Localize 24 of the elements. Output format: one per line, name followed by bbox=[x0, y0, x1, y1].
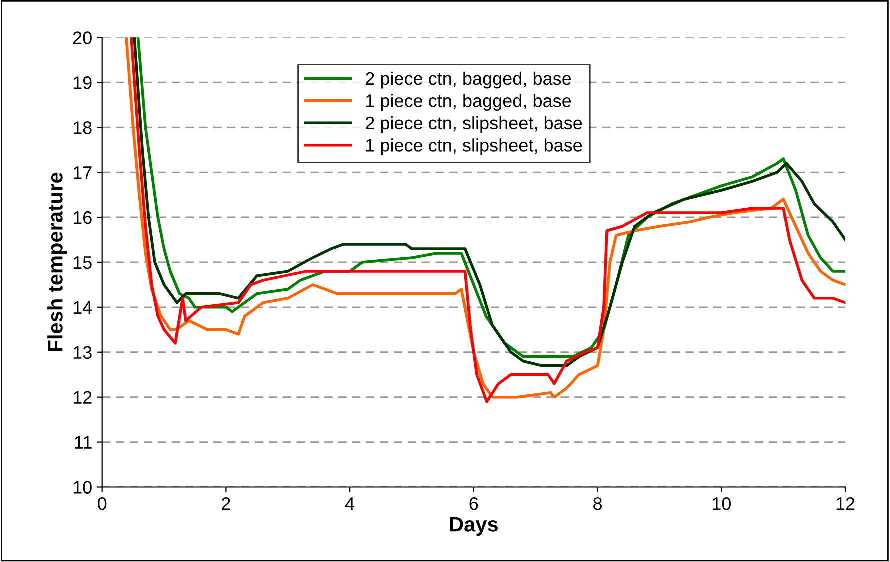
x-tick-label: 12 bbox=[836, 497, 855, 510]
y-tick-label: 10 bbox=[74, 481, 92, 494]
y-tick-label: 14 bbox=[74, 302, 92, 314]
y-tick-label: 17 bbox=[74, 166, 92, 180]
y-tick-label: 11 bbox=[75, 436, 92, 449]
legend-label: 1 piece ctn, slipsheet, base bbox=[366, 138, 582, 156]
y-tick-label: 20 bbox=[73, 32, 92, 44]
y-tick-label: 19 bbox=[74, 76, 92, 90]
x-tick-label: 10 bbox=[712, 497, 731, 510]
legend-label: 2 piece ctn, bagged, base bbox=[366, 72, 572, 89]
y-tick-label: 12 bbox=[74, 391, 92, 404]
legend-label: 2 piece ctn, slipsheet, base bbox=[366, 116, 582, 134]
y-tick-label: 16 bbox=[74, 211, 92, 224]
legend-label: 1 piece ctn, bagged, base bbox=[366, 94, 572, 111]
y-axis-title: Flesh temperature bbox=[48, 172, 67, 352]
x-tick-label: 0 bbox=[98, 497, 107, 510]
x-tick-label: 6 bbox=[470, 497, 478, 510]
x-tick-label: 8 bbox=[594, 497, 602, 510]
y-tick-label: 13 bbox=[74, 346, 92, 360]
y-tick-label: 18 bbox=[74, 122, 92, 134]
x-tick-label: 4 bbox=[345, 498, 355, 510]
y-tick-label: 15 bbox=[74, 256, 92, 270]
x-tick-label: 2 bbox=[222, 497, 230, 510]
x-axis-title: Days bbox=[450, 517, 498, 536]
